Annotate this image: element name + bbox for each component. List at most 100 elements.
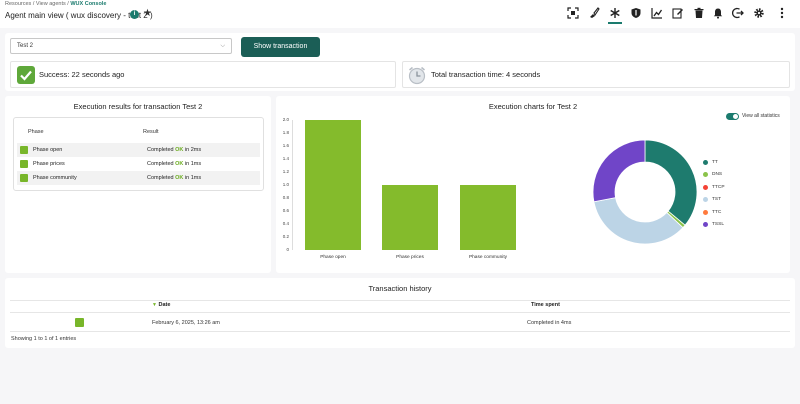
y-tick-label: 0.2 [282, 234, 289, 239]
total-time-text: Total transaction time: 4 seconds [431, 70, 541, 79]
clock-icon [408, 66, 426, 85]
legend-label: DNS [712, 172, 723, 178]
breadcrumb-separator: / [32, 1, 35, 7]
y-tick-label: 0.4 [282, 221, 289, 226]
legend-label: TTC [712, 209, 722, 215]
legend-label: TSSL [712, 222, 724, 227]
transaction-select-value: Test 2 [17, 43, 34, 49]
x-tick-label: Phase community [468, 255, 508, 260]
table-row: Phase community Completed OK in 1ms [17, 171, 260, 185]
view-all-statistics-toggle[interactable] [726, 113, 739, 120]
phase-color-swatch [20, 146, 28, 154]
legend-label: TST [712, 197, 722, 203]
success-text: Success: 22 seconds ago [39, 70, 125, 79]
donut-chart [592, 140, 698, 245]
legend-item[interactable]: TT [703, 159, 743, 166]
asterisk-icon[interactable] [608, 6, 622, 24]
divider [10, 300, 790, 301]
trash-icon[interactable] [692, 6, 706, 20]
divider [10, 331, 790, 332]
phase-name: Phase community [33, 175, 77, 181]
screenshot-icon[interactable] [566, 6, 580, 20]
phase-color-swatch [20, 174, 28, 182]
breadcrumb-resources[interactable]: Resources [5, 1, 32, 7]
shield-icon[interactable] [629, 6, 643, 20]
transaction-select[interactable]: Test 2 ⌵ [10, 38, 232, 54]
breadcrumb-separator: / [67, 1, 69, 7]
y-tick-label: 0.6 [282, 208, 289, 213]
donut-slice[interactable] [593, 197, 684, 245]
breadcrumb-current: WUX Console [70, 1, 107, 7]
phase-color-swatch [20, 160, 28, 168]
legend-label: TTCP [712, 184, 725, 190]
transaction-history-title: Transaction history [368, 284, 432, 293]
y-tick-label: 2.0 [282, 117, 289, 122]
chart-icon[interactable] [650, 6, 664, 20]
brush-icon[interactable] [587, 6, 601, 20]
view-all-statistics-label: View all statistics [742, 113, 780, 119]
execution-charts-card [276, 96, 790, 273]
table-row: Phase open Completed OK in 2ms [17, 143, 260, 157]
phase-result: Completed OK in 1ms [147, 175, 202, 181]
page-title: Agent main view ( wux discovery - test 2… [5, 11, 153, 20]
phase-result: Completed OK in 1ms [147, 161, 202, 167]
success-status-box: Success: 22 seconds ago [10, 61, 396, 88]
phase-name: Phase prices [33, 161, 65, 167]
x-tick-label: Phase open [320, 255, 346, 260]
divider [10, 312, 790, 313]
show-transaction-button[interactable]: Show transaction [241, 37, 320, 57]
result-column-header[interactable]: Result [143, 129, 159, 135]
execution-results-title: Execution results for transaction Test 2 [73, 102, 203, 111]
donut-slice[interactable] [644, 140, 698, 226]
sort-down-icon: ▼ [152, 302, 157, 308]
check-icon [17, 66, 35, 84]
y-tick-label: 1.8 [282, 130, 289, 135]
legend-label: TT [712, 160, 718, 165]
legend-swatch [703, 184, 708, 190]
kebab-menu-icon[interactable] [775, 6, 789, 20]
legend-swatch [703, 172, 708, 178]
legend-swatch [703, 160, 708, 165]
history-time-cell: Completed in 4ms [527, 320, 572, 326]
total-time-box: Total transaction time: 4 seconds [402, 61, 790, 88]
bar[interactable] [305, 120, 361, 250]
time-spent-column-header[interactable]: Time spent [531, 302, 560, 308]
date-column-header[interactable]: ▼ Date [152, 302, 171, 308]
phase-result: Completed OK in 2ms [147, 147, 202, 153]
breadcrumb-view-agents[interactable]: View agents [35, 1, 66, 7]
y-axis-line [292, 120, 293, 250]
history-status-swatch [75, 318, 84, 327]
bar[interactable] [460, 185, 516, 250]
y-tick-label: 1.2 [282, 169, 289, 174]
transaction-history-card [5, 278, 795, 348]
legend-item[interactable]: TTCP [703, 184, 743, 191]
phase-column-header[interactable]: Phase [28, 129, 44, 135]
logout-icon[interactable] [731, 6, 745, 20]
results-table: Phase Result Phase open Completed OK in … [13, 117, 264, 191]
history-footer: Showing 1 to 1 of 1 entries [11, 336, 77, 342]
edit-icon[interactable] [671, 6, 685, 20]
star-icon[interactable]: ★ [143, 8, 152, 19]
legend-item[interactable]: TTC [703, 209, 743, 216]
x-tick-label: Phase prices [396, 255, 424, 260]
phase-name: Phase open [33, 147, 63, 153]
legend-swatch [703, 222, 708, 227]
history-date-cell: February 6, 2025, 13:26 am [152, 320, 220, 326]
info-icon[interactable]: i [130, 10, 139, 19]
legend-item[interactable]: TSSL [703, 221, 743, 228]
bell-icon[interactable] [711, 6, 725, 20]
top-bar: Resources / View agents / WUX Console Ag… [0, 0, 800, 28]
legend-item[interactable]: TST [703, 196, 743, 203]
gear-icon[interactable] [752, 6, 766, 20]
legend-item[interactable]: DNS [703, 171, 743, 178]
y-tick-label: 1.4 [282, 156, 289, 161]
donut-slice[interactable] [592, 140, 646, 203]
chevron-down-icon: ⌵ [220, 43, 225, 49]
legend-swatch [703, 209, 708, 215]
y-tick-label: 0 [286, 247, 289, 252]
bar[interactable] [382, 185, 438, 250]
y-tick-label: 0.8 [282, 195, 289, 200]
legend-swatch [703, 197, 708, 203]
execution-charts-title: Execution charts for Test 2 [488, 102, 578, 111]
table-row: Phase prices Completed OK in 1ms [17, 157, 260, 171]
